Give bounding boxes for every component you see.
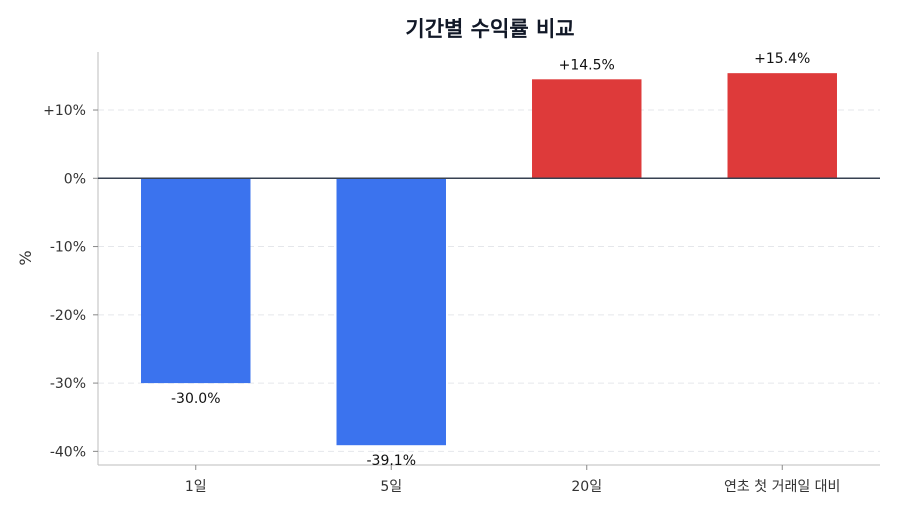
x-tick-label: 연초 첫 거래일 대비 — [724, 479, 840, 495]
axes — [97, 52, 880, 466]
data-label: -30.0% — [171, 391, 221, 407]
bars — [141, 73, 837, 446]
y-tick-label: -20% — [50, 308, 86, 324]
y-tick-label: +10% — [43, 103, 86, 119]
data-labels: -30.0% -39.1% +14.5% +15.4% — [171, 51, 810, 469]
x-tick-label: 1일 — [185, 479, 207, 495]
chart-title: 기간별 수익률 비교 — [405, 17, 574, 41]
y-tick-label: -40% — [50, 444, 86, 460]
bar — [532, 79, 642, 179]
data-label: +15.4% — [754, 51, 810, 67]
x-tick-label: 20일 — [571, 479, 602, 495]
bar — [727, 73, 837, 179]
x-tick-label: 5일 — [380, 479, 402, 495]
y-ticks: +10% 0% -10% -20% -30% -40% — [43, 103, 98, 460]
y-axis-label: % — [16, 250, 35, 265]
y-tick-label: -10% — [50, 240, 86, 256]
x-ticks: 1일 5일 20일 연초 첫 거래일 대비 — [185, 465, 840, 495]
data-label: -39.1% — [366, 453, 416, 469]
y-tick-label: 0% — [64, 171, 86, 187]
bar — [141, 178, 251, 384]
bar — [336, 178, 446, 446]
y-tick-label: -30% — [50, 376, 86, 392]
data-label: +14.5% — [559, 57, 615, 73]
